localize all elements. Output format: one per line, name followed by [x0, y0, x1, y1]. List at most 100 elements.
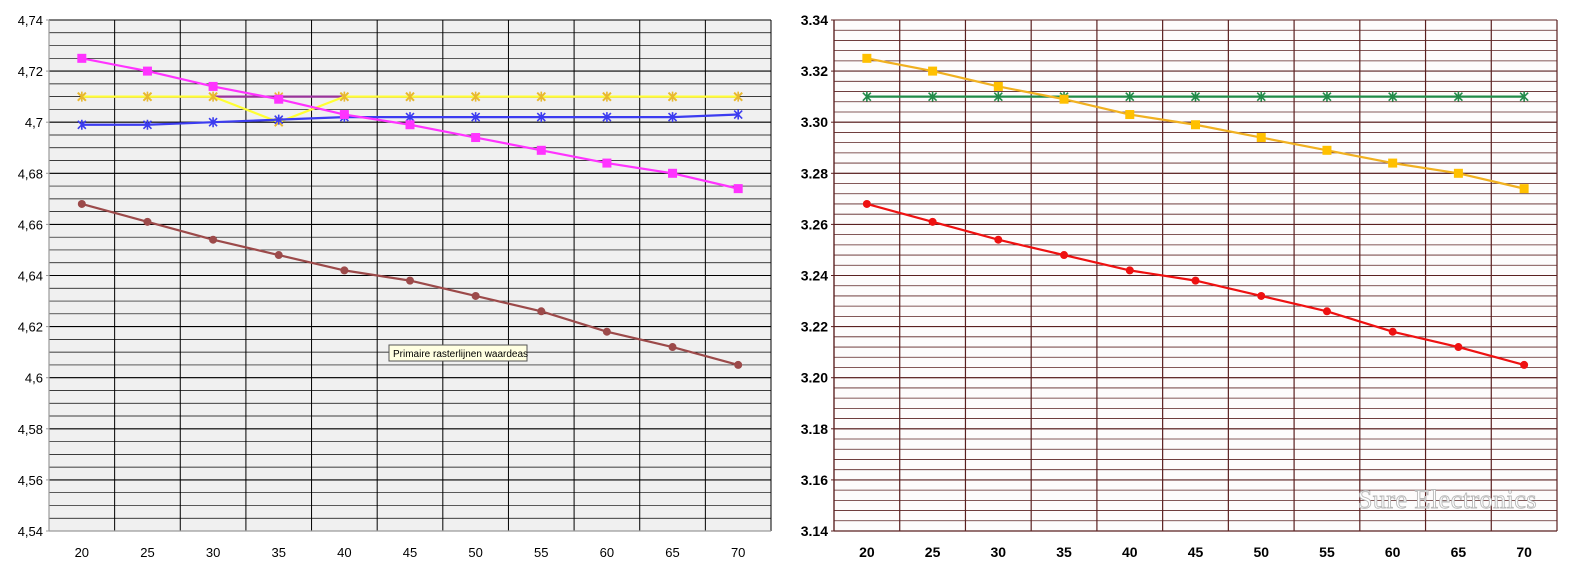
x-tick-label: 40 [1122, 544, 1138, 560]
series-4-point [142, 66, 152, 76]
series-2-point [928, 66, 938, 76]
y-tick-label: 4,68 [18, 166, 43, 181]
y-tick-label: 3.20 [801, 370, 828, 386]
x-tick-label: 60 [600, 545, 614, 560]
y-tick-label: 3.24 [801, 268, 828, 284]
right-line-chart: 3.14 3.16 3.18 3.20 3.22 3.24 3.26 3.28 3.30 3.32… [801, 12, 1558, 560]
series-3-point [471, 112, 481, 123]
series-1-point [862, 91, 872, 102]
x-tick-label: 50 [1253, 544, 1269, 560]
series-5 [77, 199, 743, 369]
series-1-point [1322, 91, 1332, 102]
series-1-point [1519, 91, 1529, 102]
series-3-point [1191, 276, 1200, 285]
series-5-point [143, 217, 152, 226]
y-tick-label: 3.14 [801, 523, 828, 539]
left-line-chart: 4,54 4,56 4,58 4,6 4,62 4,64 4,66 4,68 4,7 4,72 4,… [18, 13, 772, 560]
x-tick-label: 65 [1451, 544, 1467, 560]
series-3-point [1060, 251, 1069, 260]
series-5-point [406, 276, 414, 285]
series-5-point [209, 235, 218, 244]
tooltip-text: Primaire rasterlijnen waardeas [393, 349, 528, 360]
left-chart-panel: 4,54 4,56 4,58 4,6 4,62 4,64 4,66 4,68 4,7 4,72 4,… [0, 0, 790, 579]
x-tick-label: 30 [991, 544, 1007, 560]
y-tick-label: 4,58 [18, 422, 43, 437]
y-tick-label: 3.34 [801, 12, 828, 28]
y-tick-label: 4,74 [18, 13, 43, 28]
series-2-point [993, 81, 1003, 91]
watermark-text: Sure Electronics [1358, 485, 1537, 514]
series-2-point [1191, 120, 1200, 130]
series-3-point [667, 112, 678, 123]
series-5-point [77, 199, 86, 208]
series-2-point [77, 91, 87, 102]
series-2-point [862, 53, 872, 63]
series-3-point [536, 112, 546, 123]
series-2-point [733, 91, 743, 102]
series-5-point [537, 307, 546, 316]
gridlines [833, 19, 1558, 532]
series-3-point [1125, 266, 1134, 275]
y-tick-label: 3.28 [801, 165, 828, 181]
tooltip-box [388, 344, 528, 362]
series-5-point [734, 360, 743, 369]
y-tick-label: 3.32 [801, 63, 828, 79]
series-2 [77, 91, 743, 127]
series-4-point [208, 81, 218, 91]
x-tick-label: 30 [206, 545, 220, 560]
series-3 [862, 199, 1529, 369]
series-4 [77, 53, 743, 194]
x-tick-label: 25 [925, 544, 941, 560]
x-tick-label: 70 [731, 545, 745, 560]
series-5-point [274, 251, 283, 260]
series-3-point [928, 217, 937, 226]
x-tick-label: 55 [534, 545, 548, 560]
series-2-point [667, 91, 678, 102]
series-3-point [1322, 307, 1331, 316]
x-tick-label: 60 [1385, 544, 1401, 560]
series-3 [77, 109, 743, 130]
x-tick-label: 70 [1516, 544, 1532, 560]
series-1 [862, 91, 1529, 102]
series-1-point [1256, 91, 1266, 102]
series-2-point [1453, 168, 1463, 178]
y-tick-label: 3.26 [801, 216, 828, 232]
y-tick-label: 4,72 [18, 64, 43, 79]
series-3-point [142, 119, 153, 130]
series-2-point [1322, 145, 1332, 155]
series-4-point [77, 53, 87, 63]
series-5-point [602, 327, 611, 336]
series-3-point [1454, 343, 1463, 352]
series-1-point [993, 91, 1003, 102]
series-4-point [733, 184, 743, 194]
series-3-point [1520, 360, 1529, 369]
series-3-point [1257, 291, 1266, 300]
y-tick-label: 4,64 [18, 269, 43, 284]
series-1-point [1190, 91, 1201, 102]
y-tick-label: 4,54 [18, 524, 43, 539]
series-3-point [602, 112, 612, 123]
series-2-point [339, 91, 350, 102]
x-tick-label: 20 [859, 544, 875, 560]
x-tick-label: 65 [665, 545, 679, 560]
y-tick-label: 3.22 [801, 319, 828, 335]
series-2-point [470, 91, 481, 102]
series-1-point [928, 91, 938, 102]
series-2-point [1519, 184, 1529, 194]
series-4-point [471, 133, 481, 143]
y-tick-label: 4,6 [25, 371, 43, 386]
series-4-point [668, 168, 678, 178]
series-2-point [208, 91, 218, 102]
series-4-point [274, 94, 284, 104]
y-tick-label: 4,66 [18, 217, 43, 232]
x-tick-labels: 20 25 30 35 40 45 50 55 60 65 70 [859, 544, 1532, 560]
series-3-point [274, 114, 284, 125]
series-2-point [1388, 158, 1398, 168]
series-2-point [1125, 110, 1135, 120]
series-3-point [733, 109, 743, 120]
x-tick-label: 50 [468, 545, 482, 560]
x-tick-label: 35 [1056, 544, 1072, 560]
series-3-point [77, 119, 87, 130]
series-1-point [1453, 91, 1463, 102]
y-tick-label: 3.18 [801, 421, 828, 437]
